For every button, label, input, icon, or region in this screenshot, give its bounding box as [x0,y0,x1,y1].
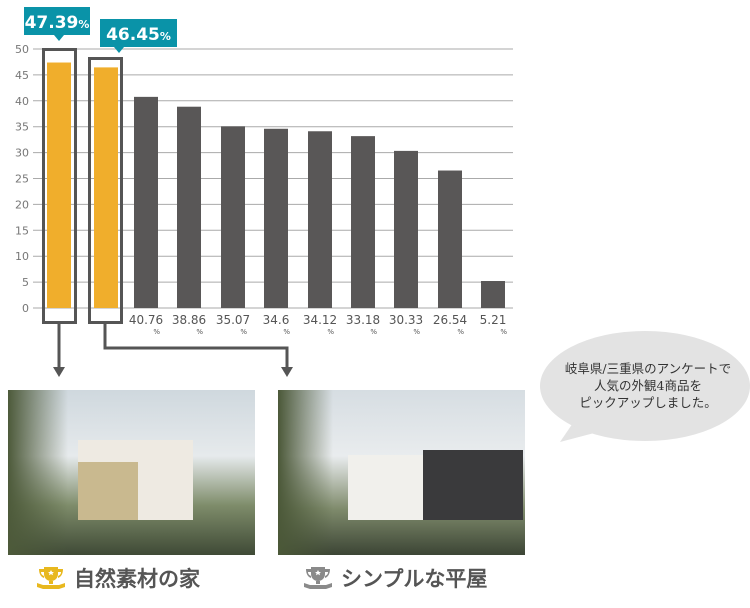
bar-unit-label: % [370,328,377,336]
highlight-box [88,57,123,324]
bar-value-label: 33.18 [346,313,380,327]
value-callout [24,7,90,35]
arrow-down-icon [281,367,293,377]
bar-value-label: 5.21 [480,313,507,327]
bubble-tail [560,420,598,442]
bar [264,128,288,308]
bar-value-label: 26.54 [433,313,467,327]
tree [8,390,68,555]
bar [308,131,332,308]
callout-value: 46.45% [106,25,171,45]
product-photo-simple-bungalow[interactable] [278,390,525,555]
bar [177,106,201,308]
bar-unit-label: % [240,328,247,336]
bar-unit-label: % [500,328,507,336]
bar-unit-label: % [457,328,464,336]
product-name: 自然素材の家 [74,567,200,591]
speech-bubble [540,331,750,441]
bar [351,136,375,308]
bar-unit-label: % [153,328,160,336]
bar [134,96,158,309]
callout-unit: % [78,18,89,31]
arrow-down-icon [53,367,65,377]
dark-wing [423,450,523,520]
tree [278,390,333,555]
bar-value-label: 34.12 [303,313,337,327]
y-tick-label: 45 [15,69,29,82]
y-tick-label: 30 [15,147,29,160]
bar [221,126,245,308]
y-tick-label: 5 [22,276,29,289]
bar-value-label: 34.6 [263,313,290,327]
bar-unit-label: % [196,328,203,336]
bar [394,150,418,308]
wood-panel [78,462,138,520]
bar [94,67,118,308]
callout-value: 47.39% [25,13,90,33]
bar-unit-label: % [413,328,420,336]
callout-unit: % [160,30,171,43]
bar-unit-label: % [283,328,290,336]
trophy-gold-icon [37,567,65,589]
bar-value-label: 40.76 [129,313,163,327]
connector-line [103,324,289,368]
bar [47,62,71,308]
bar-value-label: 35.07 [216,313,250,327]
product-caption-2[interactable]: シンプルな平屋 [303,563,487,593]
bar-value-label: 38.86 [172,313,206,327]
bubble-line: 岐阜県/三重県のアンケートで [564,361,732,376]
bar [438,170,462,308]
bar [481,281,505,308]
y-tick-label: 10 [15,250,29,263]
highlight-box [42,48,77,324]
y-tick-label: 40 [15,95,29,108]
bubble-text: 岐阜県/三重県のアンケートで 人気の外観4商品を ピックアップしました。 [548,360,748,411]
y-tick-label: 15 [15,224,29,237]
bubble-line: 人気の外観4商品を [594,378,702,393]
callout-pointer [54,35,64,41]
callout-pointer [114,47,124,53]
y-tick-label: 35 [15,121,29,134]
y-tick-label: 0 [22,302,29,315]
bar-unit-label: % [327,328,334,336]
trophy-silver-icon [304,567,332,589]
y-tick-label: 50 [15,43,29,56]
value-callout [100,19,177,47]
y-tick-label: 25 [15,173,29,186]
bubble-line: ピックアップしました。 [579,395,717,410]
y-tick-label: 20 [15,198,29,211]
product-name: シンプルな平屋 [341,567,488,591]
product-caption-1[interactable]: 自然素材の家 [36,563,200,593]
bar-value-label: 30.33 [389,313,423,327]
product-photo-natural-house[interactable] [8,390,255,555]
